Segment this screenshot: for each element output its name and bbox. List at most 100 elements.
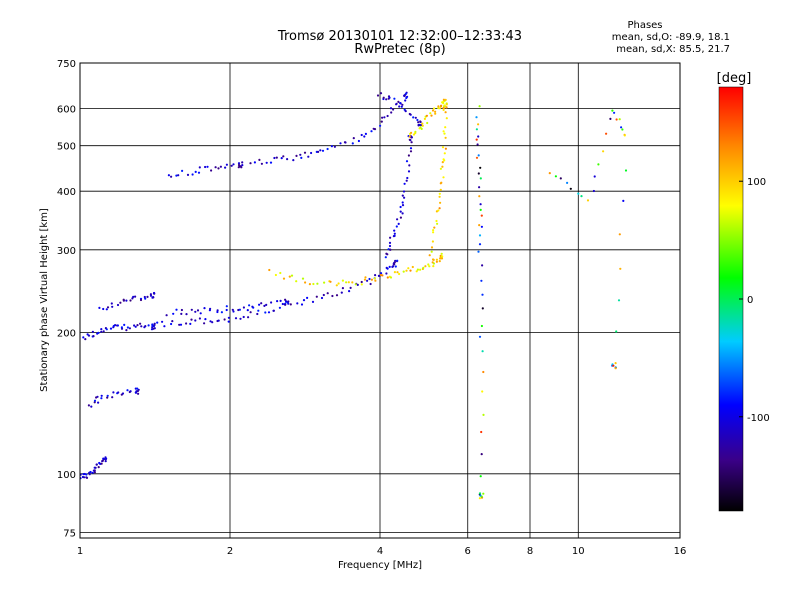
data-point [408,112,411,116]
data-point [296,302,299,305]
data-point [414,116,417,119]
data-point [408,138,411,141]
data-point [395,225,398,228]
data-point [623,134,626,137]
data-point [405,269,408,272]
data-point [401,204,405,207]
data-point [335,284,338,287]
data-point [125,329,128,332]
data-point [146,295,149,298]
data-point [612,364,615,367]
data-point [120,326,123,329]
data-point [617,299,621,302]
data-point [249,162,252,165]
data-point [286,158,289,161]
phase-stats-x: mean, sd,X: 85.5, 21.7 [616,44,730,55]
data-point [284,303,287,306]
chart-title: Tromsø 20130101 12:32:00–12:33:43 [277,29,523,44]
data-point [230,164,233,167]
data-point [116,324,119,327]
data-point [357,139,360,143]
data-point [422,266,425,269]
data-point [419,120,422,123]
data-point [248,304,251,307]
data-point [134,295,137,298]
data-point [559,177,562,180]
grid-lines [80,63,680,538]
data-point [619,267,622,270]
data-point [428,254,431,257]
data-point [405,96,408,100]
data-point [407,267,410,270]
data-point [477,172,480,175]
data-point [171,320,174,323]
data-point [322,293,325,297]
data-point [170,175,173,178]
data-point [284,298,287,301]
data-point [97,466,100,469]
data-point [482,413,485,416]
data-point [152,327,155,330]
data-point [203,307,206,310]
data-point [370,130,373,133]
x-axis-label: Frequency [MHz] [338,560,422,571]
data-point [360,133,363,137]
data-point [401,194,404,197]
data-point [260,302,263,305]
data-point [199,312,202,315]
data-point [602,150,605,153]
data-point [216,310,219,314]
data-point [240,166,243,169]
data-point [399,216,402,219]
data-point [136,390,139,393]
data-point [399,205,402,209]
data-point [478,492,482,495]
data-point [397,222,400,225]
data-point [144,325,147,328]
data-point [82,336,85,339]
data-point [285,300,288,303]
data-point [306,296,309,299]
data-point [396,218,399,221]
data-point [621,128,624,131]
data-point [392,235,395,238]
data-point [110,302,113,305]
data-point [241,164,244,167]
data-point [554,175,558,178]
data-point [609,117,612,120]
data-point [412,133,416,136]
data-point [224,166,227,169]
y-tick-label: 500 [57,142,76,153]
data-point [442,102,445,105]
data-point [481,293,484,296]
data-point [396,271,399,274]
data-point [295,154,298,157]
data-point [340,291,343,294]
data-point [441,165,444,168]
data-point [301,277,305,280]
data-point [381,116,384,119]
data-point [217,167,220,170]
data-point [209,307,212,310]
data-point [482,492,485,495]
data-point [401,201,404,204]
data-point [417,121,420,124]
data-point [326,147,329,151]
data-point [402,190,406,193]
data-point [409,147,413,150]
data-point [279,299,282,302]
data-point [100,394,103,397]
colorbar-tick-label: -100 [747,413,770,424]
data-point [281,302,284,306]
data-point [219,165,222,168]
data-point [548,172,551,175]
data-point [290,274,294,277]
data-point [203,322,206,325]
data-point [242,306,245,309]
data-point [100,462,103,465]
data-point [128,327,131,330]
data-point [246,309,249,312]
data-point [389,236,392,239]
data-point [287,300,290,303]
